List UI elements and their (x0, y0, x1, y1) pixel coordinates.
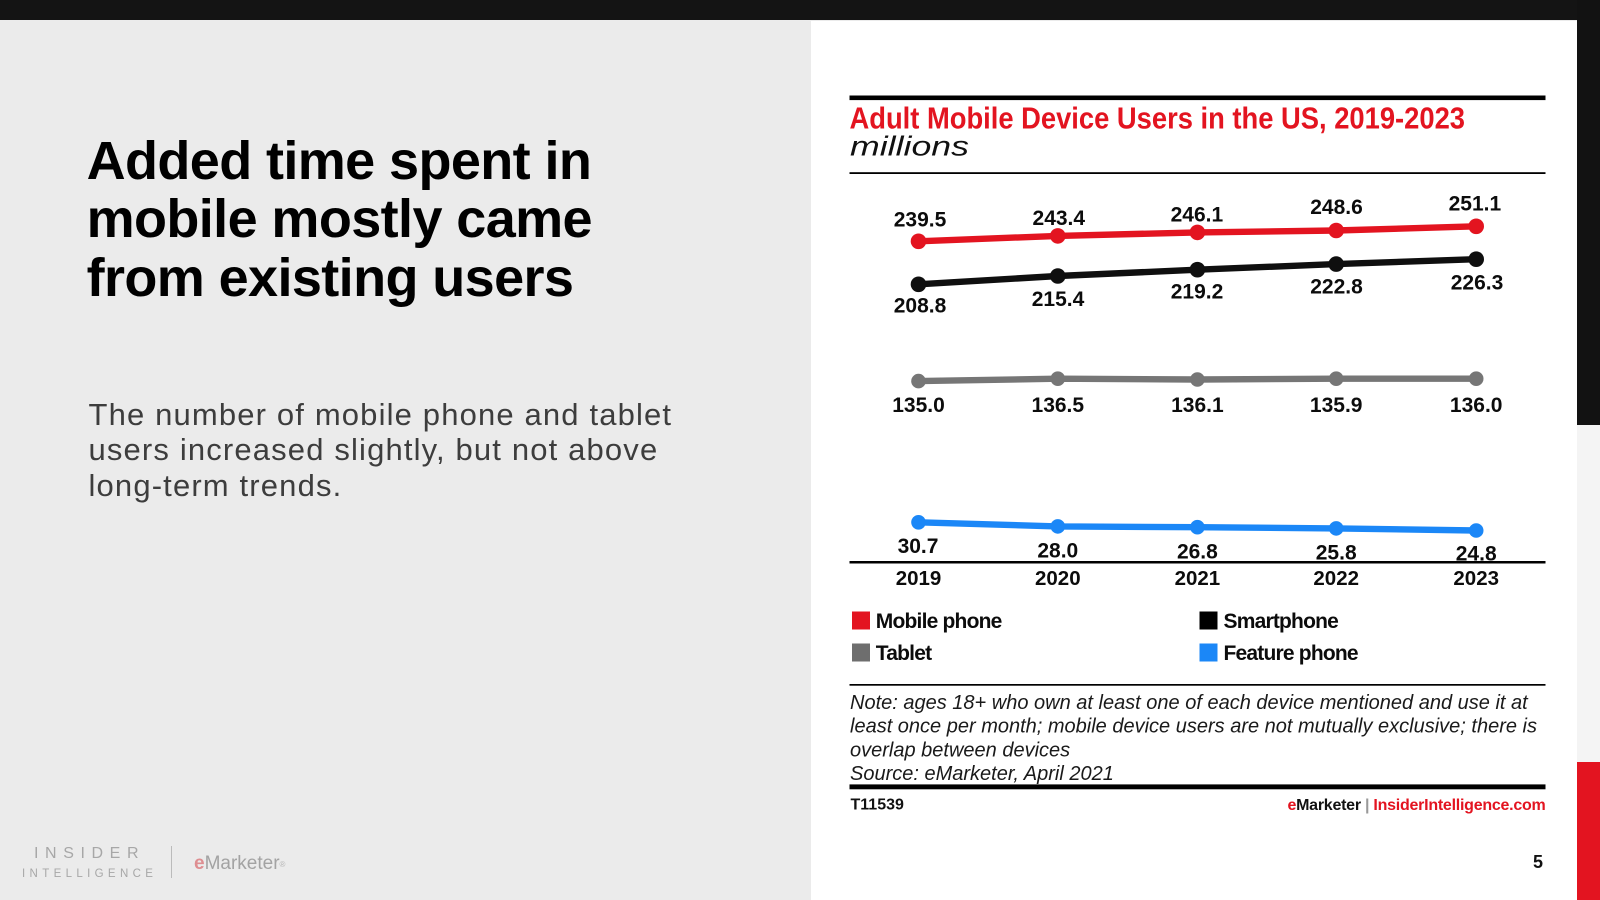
svg-text:least once per month; mobile d: least once per month; mobile device user… (850, 716, 1537, 738)
svg-text:219.2: 219.2 (1171, 281, 1224, 304)
svg-text:2021: 2021 (1175, 567, 1221, 590)
svg-text:Note: ages 18+ who own at leas: Note: ages 18+ who own at least one of e… (850, 692, 1529, 714)
svg-text:Feature phone: Feature phone (1224, 642, 1358, 665)
svg-text:135.0: 135.0 (892, 394, 945, 417)
svg-text:135.9: 135.9 (1310, 394, 1363, 417)
svg-text:222.8: 222.8 (1310, 275, 1363, 298)
svg-text:overlap between devices: overlap between devices (850, 739, 1070, 761)
svg-text:2019: 2019 (896, 567, 942, 590)
svg-text:226.3: 226.3 (1451, 272, 1504, 295)
svg-text:30.7: 30.7 (898, 535, 939, 558)
svg-text:5: 5 (1533, 852, 1543, 872)
svg-text:136.1: 136.1 (1171, 394, 1224, 417)
svg-text:Source: eMarketer, April 2021: Source: eMarketer, April 2021 (850, 763, 1114, 785)
svg-text:251.1: 251.1 (1449, 193, 1502, 216)
svg-text:136.5: 136.5 (1032, 394, 1085, 417)
svg-text:28.0: 28.0 (1037, 540, 1078, 563)
svg-text:2023: 2023 (1453, 567, 1499, 590)
svg-text:2020: 2020 (1035, 567, 1081, 590)
svg-text:24.8: 24.8 (1456, 543, 1497, 566)
svg-text:248.6: 248.6 (1310, 196, 1363, 219)
svg-text:millions: millions (850, 130, 969, 161)
svg-text:208.8: 208.8 (894, 294, 947, 317)
svg-text:246.1: 246.1 (1171, 203, 1224, 226)
svg-text:243.4: 243.4 (1033, 207, 1086, 230)
svg-text:eMarketer | InsiderIntelligenc: eMarketer | InsiderIntelligence.com (1287, 797, 1545, 814)
svg-text:T11539: T11539 (851, 797, 904, 814)
svg-text:239.5: 239.5 (894, 209, 947, 232)
svg-text:136.0: 136.0 (1450, 394, 1503, 417)
svg-text:Mobile phone: Mobile phone (876, 610, 1002, 633)
svg-text:2022: 2022 (1313, 567, 1359, 590)
svg-text:Smartphone: Smartphone (1224, 610, 1339, 633)
svg-text:Adult Mobile Device Users in t: Adult Mobile Device Users in the US, 201… (850, 101, 1466, 136)
svg-text:26.8: 26.8 (1177, 541, 1218, 564)
svg-text:25.8: 25.8 (1316, 542, 1357, 565)
svg-text:215.4: 215.4 (1032, 288, 1085, 311)
svg-text:Tablet: Tablet (876, 642, 932, 665)
